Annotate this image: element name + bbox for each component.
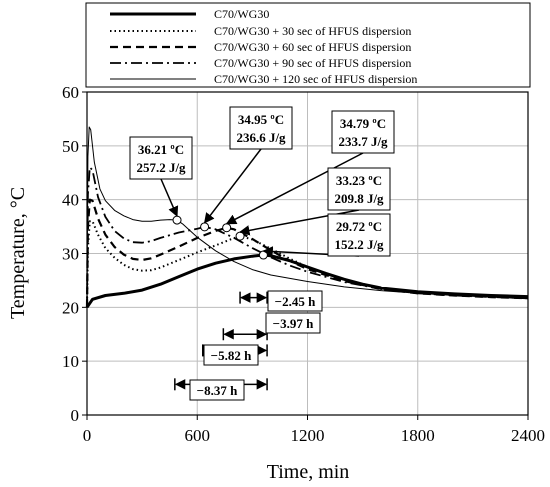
annotation-enthalpy: 236.6 J/g xyxy=(236,130,286,145)
legend: C70/WG30 C70/WG30 + 30 sec of HFUS dispe… xyxy=(85,2,531,88)
annotation-box xyxy=(331,110,395,154)
series-line-2 xyxy=(86,220,529,308)
x-tick-label: 2400 xyxy=(511,426,545,445)
y-tick-label: 30 xyxy=(62,245,79,264)
annotation-enthalpy: 209.8 J/g xyxy=(334,191,384,206)
annotation-temperature: 36.21 ºC xyxy=(138,142,184,157)
annotation-enthalpy: 257.2 J/g xyxy=(136,160,186,175)
peak-marker xyxy=(200,222,210,232)
y-tick-label: 50 xyxy=(62,137,79,156)
annotation-box xyxy=(327,213,391,257)
y-tick-label: 20 xyxy=(62,298,79,317)
legend-label-series-2: C70/WG30 + 30 sec of HFUS dispersion xyxy=(214,24,411,38)
duration-label: −3.97 h xyxy=(273,316,314,331)
annotation-temperature: 34.79 ºC xyxy=(340,116,386,131)
duration-label: −8.37 h xyxy=(197,383,238,398)
duration-label-box xyxy=(267,290,323,312)
legend-label-series-5: C70/WG30 + 120 sec of HFUS dispersion xyxy=(214,72,417,86)
x-tick-label: 0 xyxy=(83,426,92,445)
y-tick-label: 60 xyxy=(62,83,79,102)
legend-label-series-1: C70/WG30 xyxy=(214,7,269,21)
annotation-enthalpy: 233.7 J/g xyxy=(338,134,388,149)
duration-label: −5.82 h xyxy=(211,348,252,363)
duration-layer: −2.45 h −3.97 h −5.82 h −8.37 h xyxy=(174,290,323,401)
duration-label-box xyxy=(203,344,259,366)
y-axis-label: Temperature, °C xyxy=(7,187,29,319)
legend-label-series-3: C70/WG30 + 60 sec of HFUS dispersion xyxy=(214,40,411,54)
y-tick-label: 40 xyxy=(62,191,79,210)
annotation-box xyxy=(129,136,193,180)
legend-box xyxy=(85,2,531,88)
x-tick-label: 600 xyxy=(185,426,211,445)
series-line-4 xyxy=(86,166,529,308)
annotation-enthalpy: 152.2 J/g xyxy=(334,237,384,252)
x-axis-label: Time, min xyxy=(267,461,350,483)
annotation-box xyxy=(327,167,391,211)
duration-label-box xyxy=(265,312,321,334)
annotation-temperature: 33.23 ºC xyxy=(336,173,382,188)
annotation-layer: 36.21 ºC 257.2 J/g 34.95 ºC 236.6 J/g 34.79 … xyxy=(129,106,395,260)
legend-label-series-4: C70/WG30 + 90 sec of HFUS dispersion xyxy=(214,56,411,70)
x-tick-label: 1200 xyxy=(291,426,325,445)
annotation-arrow xyxy=(160,178,179,218)
annotation-box xyxy=(229,106,293,150)
annotation-temperature: 29.72 ºC xyxy=(336,219,382,234)
x-tick-label: 1800 xyxy=(401,426,435,445)
annotation-arrow xyxy=(225,152,364,225)
duration-label-box xyxy=(189,379,245,401)
peak-marker xyxy=(222,223,232,233)
annotation-arrow xyxy=(203,148,262,224)
y-tick-label: 10 xyxy=(62,352,79,371)
duration-label: −2.45 h xyxy=(275,294,316,309)
peak-marker xyxy=(172,215,182,225)
peak-marker xyxy=(258,250,268,260)
peak-marker xyxy=(235,231,245,241)
y-tick-label: 0 xyxy=(71,406,80,425)
annotation-temperature: 34.95 ºC xyxy=(238,112,284,127)
